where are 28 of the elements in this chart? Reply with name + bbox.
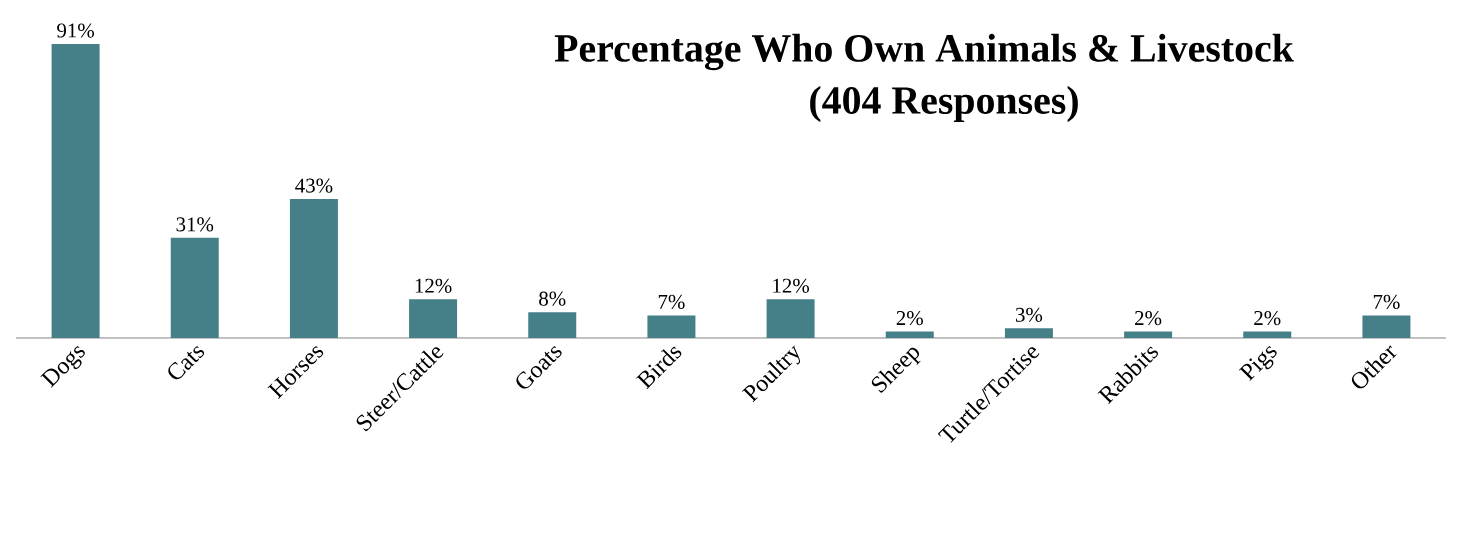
data-label: 43% [295,178,333,193]
data-label: 12% [773,278,810,293]
bar [528,312,577,338]
data-label: 31% [176,217,214,232]
bar [647,315,696,338]
data-label: 8% [539,291,566,306]
bar [885,331,934,338]
data-label: 2% [1135,310,1162,326]
bar [51,44,100,338]
data-label: 91% [57,23,95,38]
bar [1124,331,1173,338]
text: (404 Responses) [810,85,1078,123]
bar [766,299,815,338]
data-label: 7% [658,294,685,310]
data-label: 12% [415,278,452,293]
chart-title: Percentage Who Own Animals & Livestock [554,33,1294,71]
bar [289,199,338,338]
bar [1243,331,1292,338]
x-tick-label: Cats [168,346,205,380]
data-label: 2% [1254,310,1281,326]
bar [170,237,219,338]
data-label: 3% [1015,307,1043,322]
data-label: 7% [1373,294,1400,310]
bar [409,299,458,338]
x-tick-label: Pigs [1238,346,1277,382]
bar [1362,315,1411,338]
bar [1004,328,1053,338]
data-label: 2% [896,310,923,326]
